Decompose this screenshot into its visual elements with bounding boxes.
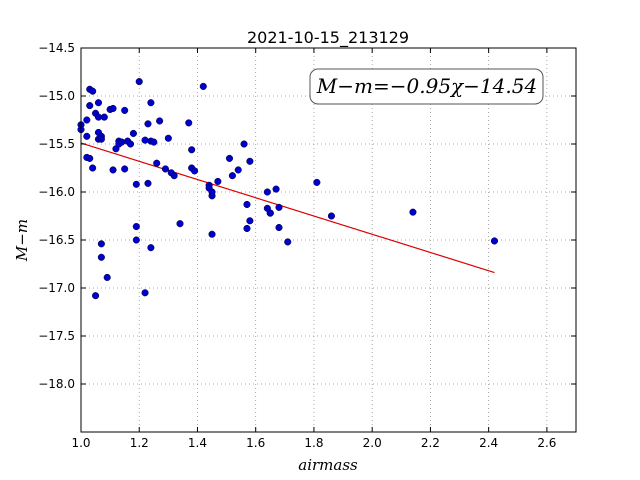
chart-title: 2021-10-15_213129 <box>247 28 409 48</box>
data-point <box>243 200 251 209</box>
y-tick-label: −15.5 <box>38 137 75 151</box>
data-point <box>156 117 164 125</box>
data-point <box>327 212 335 220</box>
data-point <box>161 165 169 173</box>
data-point <box>141 289 149 297</box>
data-point <box>188 146 196 154</box>
x-tick-label: 1.8 <box>304 436 323 450</box>
x-axis-label: airmass <box>298 456 358 474</box>
data-point <box>243 224 251 233</box>
data-point <box>490 237 499 245</box>
x-tick-label: 1.4 <box>188 436 207 450</box>
data-point <box>225 154 234 162</box>
annotation-text: M−m=−0.95χ−14.54 <box>316 74 537 98</box>
data-point <box>153 159 161 167</box>
y-tick-label: −17.5 <box>38 329 75 343</box>
y-tick-label: −17.0 <box>38 281 75 295</box>
data-point <box>109 166 117 174</box>
annotation-box <box>309 68 544 105</box>
y-tick-label: −16.5 <box>38 233 75 247</box>
data-point <box>86 154 94 162</box>
data-point <box>313 178 321 186</box>
data-point <box>147 99 155 107</box>
y-tick-label: −14.5 <box>38 41 75 55</box>
data-point <box>234 166 242 174</box>
data-point <box>246 157 254 165</box>
data-point <box>147 244 155 252</box>
data-point <box>89 87 97 95</box>
data-point <box>246 217 254 225</box>
y-axis-label: M−m <box>13 219 31 262</box>
data-point <box>100 113 108 121</box>
x-tick-label: 2.2 <box>421 436 440 450</box>
data-point <box>272 185 280 193</box>
x-tick-label: 2.6 <box>537 436 556 450</box>
data-point <box>135 78 143 86</box>
fit-line-layer <box>80 142 495 274</box>
data-point <box>170 172 178 180</box>
data-point <box>121 106 129 114</box>
data-point <box>228 172 236 180</box>
data-point <box>266 209 274 217</box>
x-tick-label: 1.2 <box>130 436 149 450</box>
x-tick-label: 2.4 <box>479 436 498 450</box>
data-point <box>92 292 100 300</box>
data-point <box>109 104 117 113</box>
data-point <box>103 273 111 281</box>
data-point <box>150 138 158 146</box>
data-point <box>97 253 105 261</box>
x-tick-label: 2.0 <box>363 436 382 450</box>
data-point <box>83 132 91 140</box>
data-point <box>208 230 216 238</box>
data-point <box>144 179 152 187</box>
data-point <box>199 82 207 90</box>
data-point <box>89 164 97 172</box>
fit-line <box>80 142 495 274</box>
fit-annotation: M−m=−0.95χ−14.54 <box>309 68 544 105</box>
data-point <box>118 138 126 146</box>
data-point <box>83 116 91 124</box>
data-point <box>129 129 137 137</box>
data-point <box>191 167 199 175</box>
data-point <box>94 99 103 107</box>
data-point <box>275 203 283 211</box>
y-tick-labels: −14.5 −15.0 −15.5 −16.0 −16.5 −17.0 −17.5 −18.0 <box>38 41 75 391</box>
y-tick-label: −16.0 <box>38 185 75 199</box>
y-tick-label: −15.0 <box>38 89 75 103</box>
data-point <box>263 188 271 196</box>
data-point <box>97 135 105 143</box>
data-point <box>240 140 248 148</box>
y-tick-label: −18.0 <box>38 377 75 391</box>
data-point <box>214 177 222 185</box>
data-point <box>144 120 152 128</box>
data-point <box>208 188 216 196</box>
data-point <box>284 238 292 246</box>
data-point <box>121 165 129 173</box>
data-point <box>126 140 135 148</box>
x-tick-label: 1.6 <box>246 436 265 450</box>
data-point <box>409 208 417 216</box>
data-point <box>97 240 105 248</box>
data-point <box>141 136 149 144</box>
grid-lines <box>80 47 576 432</box>
data-point <box>164 134 172 142</box>
axis-ticks <box>80 47 576 432</box>
data-point <box>132 223 140 231</box>
data-point <box>275 223 283 232</box>
data-point <box>176 220 184 228</box>
data-point <box>132 236 140 244</box>
data-point <box>185 119 193 127</box>
data-point <box>132 180 140 188</box>
x-tick-label: 1.0 <box>71 436 90 450</box>
data-point <box>86 102 94 110</box>
data-points <box>77 78 499 300</box>
x-tick-labels: 1.0 1.2 1.4 1.6 1.8 2.0 2.2 2.4 2.6 <box>71 436 556 450</box>
